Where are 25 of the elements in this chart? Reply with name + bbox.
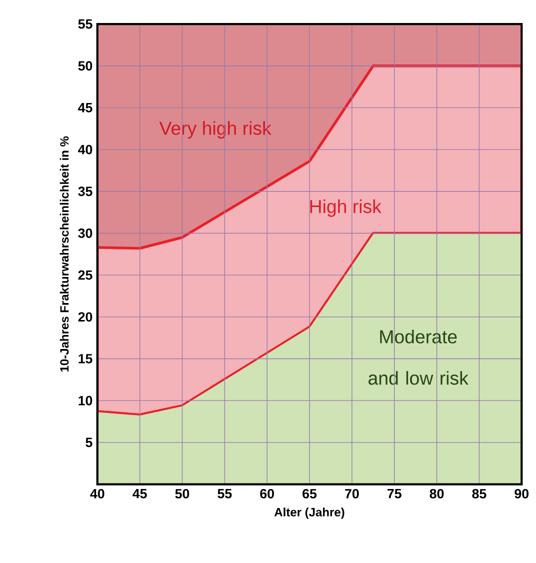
y-tick-label: 35 xyxy=(78,186,92,196)
y-axis-title: 10-Jahres Frakturwahrscheinlichkeit in % xyxy=(60,136,69,372)
x-tick-label: 90 xyxy=(514,489,528,498)
x-axis-title: Alter (Jahre) xyxy=(274,508,344,519)
y-tick-label: 50 xyxy=(78,61,92,71)
y-tick-label: 10 xyxy=(78,396,92,406)
y-tick-label: 55 xyxy=(78,19,92,29)
x-tick-label: 65 xyxy=(302,489,316,498)
x-tick-label: 80 xyxy=(430,489,444,498)
y-tick-label: 30 xyxy=(78,228,92,238)
y-tick-label: 15 xyxy=(78,354,92,364)
y-tick-label: 45 xyxy=(78,103,92,112)
x-tick-label: 45 xyxy=(132,488,147,498)
series-label: High risk xyxy=(310,199,382,217)
x-tick-label: 50 xyxy=(175,489,189,498)
x-tick-label: 60 xyxy=(260,489,274,498)
x-tick-label: 70 xyxy=(344,489,359,498)
x-tick-label: 75 xyxy=(387,488,402,498)
x-tick-label: 55 xyxy=(218,488,232,498)
y-tick-label: 25 xyxy=(78,270,92,280)
y-tick-label: 40 xyxy=(78,144,92,154)
y-tick-label: 20 xyxy=(78,312,92,322)
x-tick-label: 40 xyxy=(90,489,104,498)
y-tick-label: 5 xyxy=(86,438,92,448)
x-tick-label: 85 xyxy=(472,489,486,498)
